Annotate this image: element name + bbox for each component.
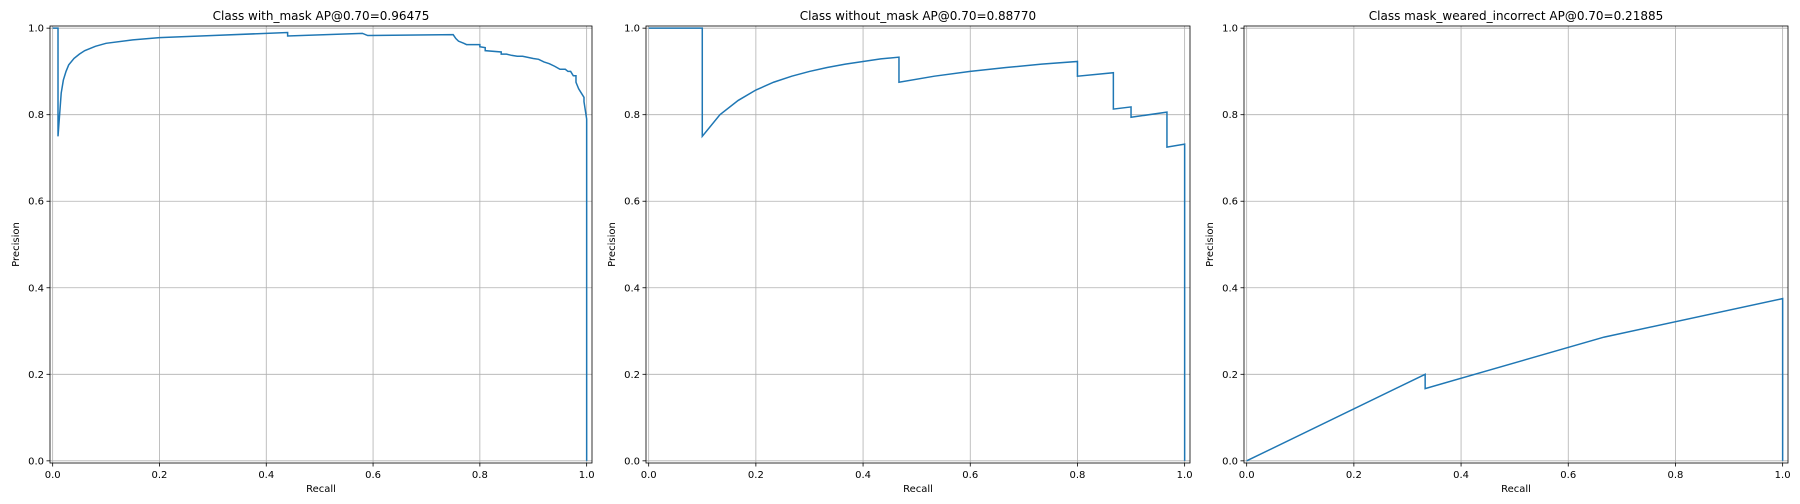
y-tick-label: 0.8 [1222,110,1238,121]
y-tick-label: 0.6 [624,197,640,208]
pr-curve-line [648,27,1186,461]
x-tick-label: 0.2 [152,470,168,481]
x-tick-label: 0.4 [855,470,871,481]
pr-curve-line [1246,297,1784,462]
chart-title: Class without_mask AP@0.70=0.88770 [800,9,1036,23]
y-axis-label: Precision [607,222,618,267]
axes-frame [1243,25,1789,464]
y-tick-label: 0.4 [28,283,44,294]
y-tick-label: 0.0 [624,456,640,467]
x-tick-label: 0.6 [1560,470,1576,481]
chart-title: Class mask_weared_incorrect AP@0.70=0.21… [1369,9,1663,23]
x-tick-label: 1.0 [1775,470,1791,481]
y-tick-label: 0.0 [1222,456,1238,467]
chart-title: Class with_mask AP@0.70=0.96475 [213,9,430,23]
y-tick-label: 0.4 [1222,283,1238,294]
y-axis-label: Precision [11,222,22,267]
y-tick-label: 0.8 [28,110,44,121]
x-tick-label: 0.2 [748,470,764,481]
x-axis-label: Recall [306,484,336,495]
chart-panel-2: 0.0 0.2 0.4 0.6 0.8 1.0 0.0 0.2 0.4 0.6 0.8 1.0 Clas… [607,9,1193,495]
x-tick-label: 0.0 [641,470,657,481]
pr-curve-line [52,27,588,461]
x-tick-label: 0.4 [1453,470,1469,481]
y-tick-label: 0.2 [1222,370,1238,381]
x-tick-label: 0.4 [258,470,274,481]
x-axis-label: Recall [1501,484,1531,495]
x-axis-label: Recall [903,484,933,495]
x-tick-label: 1.0 [1177,470,1193,481]
axes-frame [49,25,593,464]
y-tick-label: 0.6 [1222,197,1238,208]
y-tick-label: 1.0 [28,24,44,35]
y-tick-label: 0.8 [624,110,640,121]
y-tick-label: 1.0 [624,24,640,35]
x-tick-label: 1.0 [579,470,595,481]
x-tick-label: 0.0 [45,470,61,481]
y-tick-label: 0.4 [624,283,640,294]
y-tick-label: 0.0 [28,456,44,467]
axes-frame [645,25,1191,464]
chart-panel-1: 0.0 0.2 0.4 0.6 0.8 1.0 0.0 0.2 0.4 0.6 0.8 1.0 Clas… [11,9,595,495]
y-tick-label: 0.2 [624,370,640,381]
y-axis-label: Precision [1205,222,1216,267]
y-tick-label: 0.2 [28,370,44,381]
x-tick-label: 0.6 [962,470,978,481]
x-tick-label: 0.0 [1239,470,1255,481]
x-tick-label: 0.8 [1667,470,1683,481]
chart-panel-3: 0.0 0.2 0.4 0.6 0.8 1.0 0.0 0.2 0.4 0.6 0.8 1.0 Clas… [1205,9,1791,495]
x-tick-label: 0.6 [365,470,381,481]
y-tick-label: 0.6 [28,197,44,208]
x-tick-label: 0.8 [1069,470,1085,481]
y-tick-label: 1.0 [1222,24,1238,35]
x-tick-label: 0.8 [472,470,488,481]
x-tick-label: 0.2 [1346,470,1362,481]
